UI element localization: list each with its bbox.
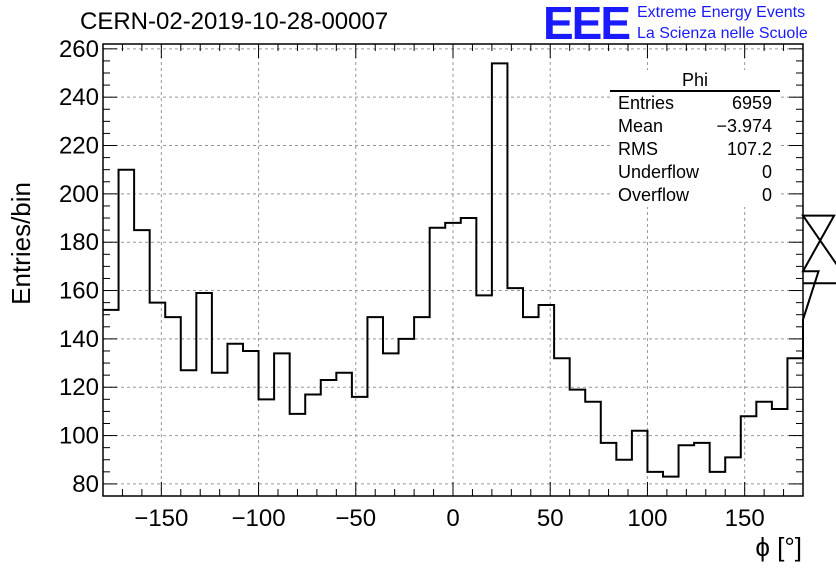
y-tick-label: 140	[59, 326, 99, 353]
stats-label: Underflow	[618, 162, 700, 182]
stats-row-underflow: Underflow 0	[610, 161, 780, 184]
stats-value: 6959	[731, 93, 772, 113]
x-tick-label: 0	[446, 505, 459, 532]
y-tick-label: 220	[59, 133, 99, 160]
eee-logo-line-2: La Scienza nelle Scuole	[637, 25, 808, 42]
histogram-series	[103, 62, 836, 478]
y-tick-label: 80	[72, 471, 99, 498]
y-tick-label: 120	[59, 374, 99, 401]
y-tick-label: 180	[59, 229, 99, 256]
stats-label: Mean	[618, 116, 664, 136]
stats-row-mean: Mean −3.974	[610, 115, 780, 138]
y-tick-label: 240	[59, 84, 99, 111]
stats-row-rms: RMS 107.2	[610, 138, 780, 161]
chart-title: CERN-02-2019-10-28-00007	[80, 8, 389, 35]
axis-ticks	[102, 44, 804, 496]
x-tick-label: −50	[335, 505, 376, 532]
x-tick-label: 50	[537, 505, 564, 532]
x-tick-label: −100	[232, 505, 286, 532]
tick-labels: −150 −100 −50 0 50 100 150 80 100 120 140 160 180 200…	[59, 36, 765, 532]
stats-row-entries: Entries 6959	[610, 92, 780, 115]
y-tick-label: 200	[59, 181, 99, 208]
stats-value: 0	[761, 162, 772, 182]
y-axis-label: Entries/bin	[6, 182, 36, 305]
x-tick-label: 150	[725, 505, 765, 532]
stats-value: −3.974	[716, 116, 772, 136]
stats-label: Overflow	[618, 185, 690, 205]
y-tick-label: 100	[59, 423, 99, 450]
stats-value: 107.2	[726, 139, 772, 159]
eee-logo: EEE	[543, 0, 631, 49]
stats-box-title: Phi	[610, 70, 780, 92]
x-tick-label: 100	[627, 505, 667, 532]
y-tick-label: 160	[59, 278, 99, 305]
histogram-outline	[103, 62, 836, 478]
eee-logo-line-1: Extreme Energy Events	[637, 4, 806, 21]
stats-label: Entries	[618, 93, 675, 113]
stats-box: Phi Entries 6959 Mean −3.974 RMS 107.2 U…	[610, 70, 780, 207]
stats-row-overflow: Overflow 0	[610, 184, 780, 207]
x-axis-label: ϕ [°]	[755, 532, 802, 562]
y-tick-label: 260	[59, 36, 99, 63]
x-tick-label: −150	[134, 505, 188, 532]
stats-label: RMS	[618, 139, 658, 159]
stats-value: 0	[761, 185, 772, 205]
plot-frame	[102, 43, 804, 497]
